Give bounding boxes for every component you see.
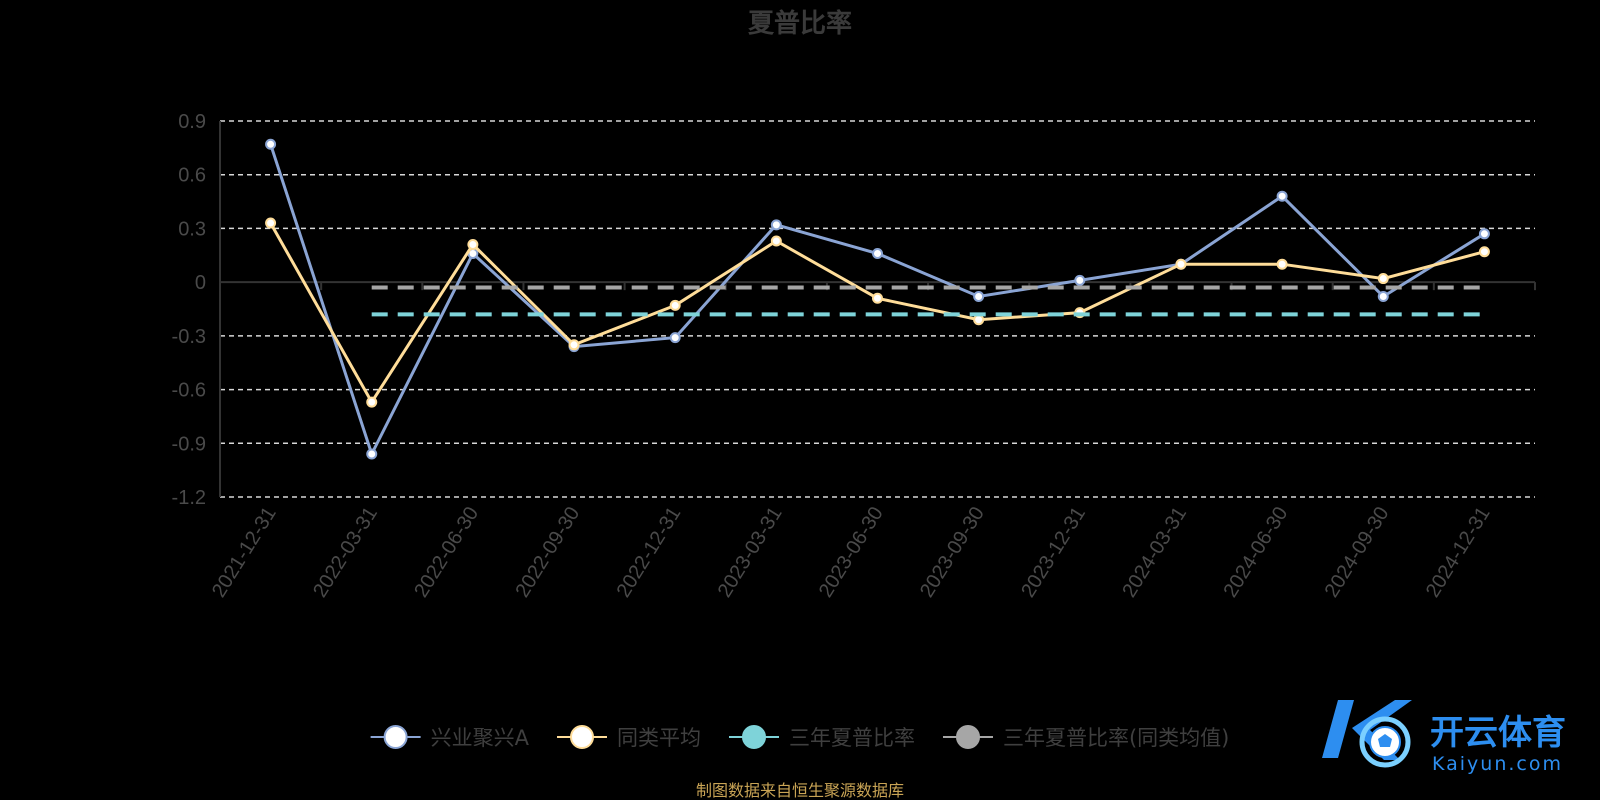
legend-label: 兴业聚兴A: [431, 726, 530, 750]
data-point[interactable]: [1377, 290, 1389, 302]
y-tick-label: 0.9: [178, 111, 206, 133]
data-point[interactable]: [973, 290, 985, 302]
x-tick-label: 2023-12-31: [1017, 503, 1090, 601]
data-point[interactable]: [1276, 190, 1288, 202]
data-point[interactable]: [265, 138, 277, 150]
grid-layer: [220, 120, 1535, 498]
data-point[interactable]: [770, 219, 782, 231]
data-point[interactable]: [669, 299, 681, 311]
data-point[interactable]: [265, 217, 277, 229]
x-tick-label: 2023-06-30: [815, 503, 888, 601]
logo-mark-icon: [1322, 700, 1412, 768]
data-point[interactable]: [669, 332, 681, 344]
legend-item-0[interactable]: 兴业聚兴A: [370, 725, 530, 750]
series-layer: [265, 138, 1490, 460]
legend-label: 三年夏普比率: [789, 726, 915, 750]
x-tick-label: 2021-12-31: [208, 503, 281, 601]
y-tick-label: -0.6: [172, 380, 206, 402]
data-point[interactable]: [467, 239, 479, 251]
legend[interactable]: 兴业聚兴A 同类平均 三年夏普比率 三年夏普比率(同类均值): [370, 725, 1230, 750]
y-tick-label: -0.9: [172, 433, 206, 455]
legend-label: 三年夏普比率(同类均值): [1003, 726, 1229, 750]
x-tick-label: 2022-03-31: [309, 503, 382, 601]
legend-marker-icon: [741, 725, 766, 749]
x-tick-label: 2023-03-31: [714, 503, 787, 601]
data-point[interactable]: [1377, 273, 1389, 285]
source-note: 制图数据来自恒生聚源数据库: [696, 781, 904, 800]
y-tick-label: -1.2: [172, 487, 206, 509]
data-point[interactable]: [973, 314, 985, 326]
x-tick-label: 2024-03-31: [1118, 503, 1191, 601]
x-tick-label: 2022-06-30: [410, 503, 483, 601]
data-point[interactable]: [1276, 258, 1288, 270]
y-tick-label: 0.3: [178, 218, 206, 240]
data-point[interactable]: [1175, 258, 1187, 270]
legend-item-3[interactable]: 三年夏普比率(同类均值): [942, 725, 1229, 750]
data-point[interactable]: [1478, 246, 1490, 258]
logo-brand-en: Kaiyun.com: [1432, 753, 1563, 775]
y-tick-label: 0.6: [178, 165, 206, 187]
y-tick-label: -0.3: [172, 326, 206, 348]
series-0: [265, 138, 1490, 460]
data-point[interactable]: [770, 235, 782, 247]
data-point[interactable]: [366, 448, 378, 460]
logo-brand-cn: 开云体育: [1430, 713, 1566, 753]
x-tick-label: 2022-12-31: [613, 503, 686, 601]
legend-item-1[interactable]: 同类平均: [556, 725, 701, 750]
kaiyun-logo: 开云体育 Kaiyun.com: [1322, 700, 1566, 775]
data-point[interactable]: [872, 247, 883, 259]
legend-marker-icon: [383, 725, 408, 749]
legend-label: 同类平均: [617, 726, 701, 750]
legend-marker-icon: [569, 725, 594, 749]
data-point[interactable]: [366, 396, 378, 408]
x-tick-label: 2024-06-30: [1219, 503, 1292, 601]
legend-marker-icon: [955, 725, 980, 749]
x-tick-label: 2022-09-30: [511, 503, 584, 601]
data-point[interactable]: [1074, 274, 1086, 286]
x-tick-label: 2024-12-31: [1422, 503, 1495, 601]
x-tick-label: 2023-09-30: [916, 503, 989, 601]
data-point[interactable]: [568, 339, 580, 351]
chart-title: 夏普比率: [748, 8, 852, 39]
legend-item-2[interactable]: 三年夏普比率: [728, 725, 915, 750]
x-tick-label: 2024-09-30: [1321, 503, 1394, 601]
y-tick-label: 0: [195, 272, 206, 294]
data-point[interactable]: [872, 292, 883, 304]
data-point[interactable]: [1478, 228, 1490, 240]
